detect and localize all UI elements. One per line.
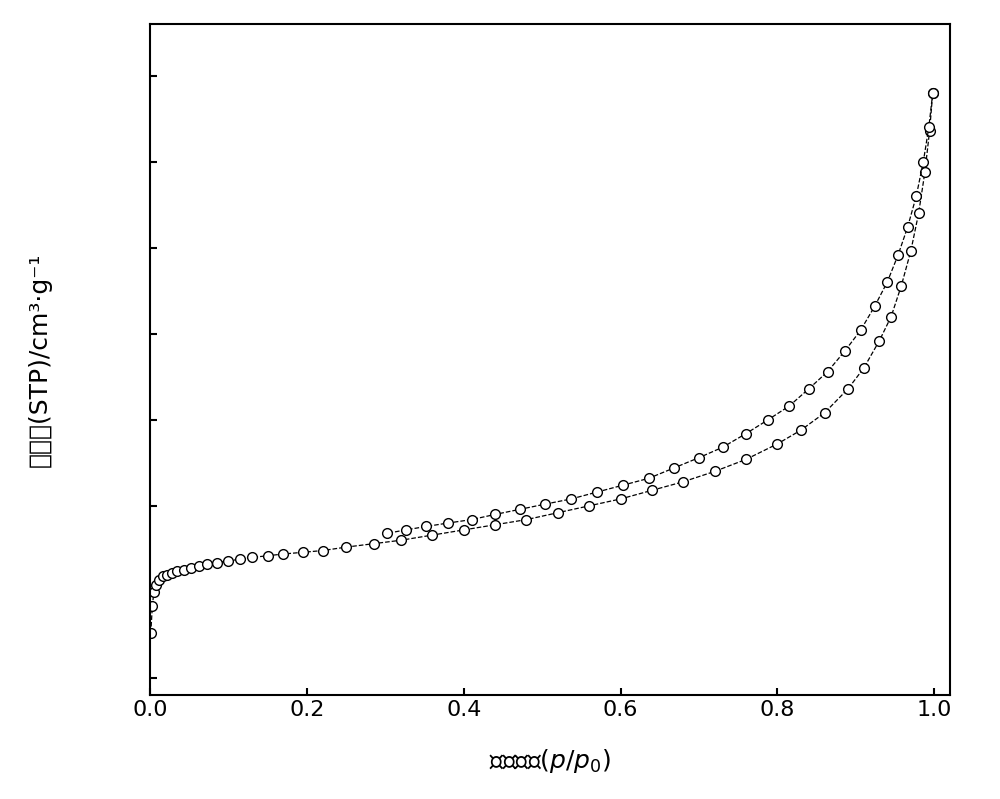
Text: 相对压强$(p/p_0)$: 相对压强$(p/p_0)$	[489, 747, 611, 775]
Text: 吸附量(STP)/cm³·g⁻¹: 吸附量(STP)/cm³·g⁻¹	[28, 252, 52, 467]
